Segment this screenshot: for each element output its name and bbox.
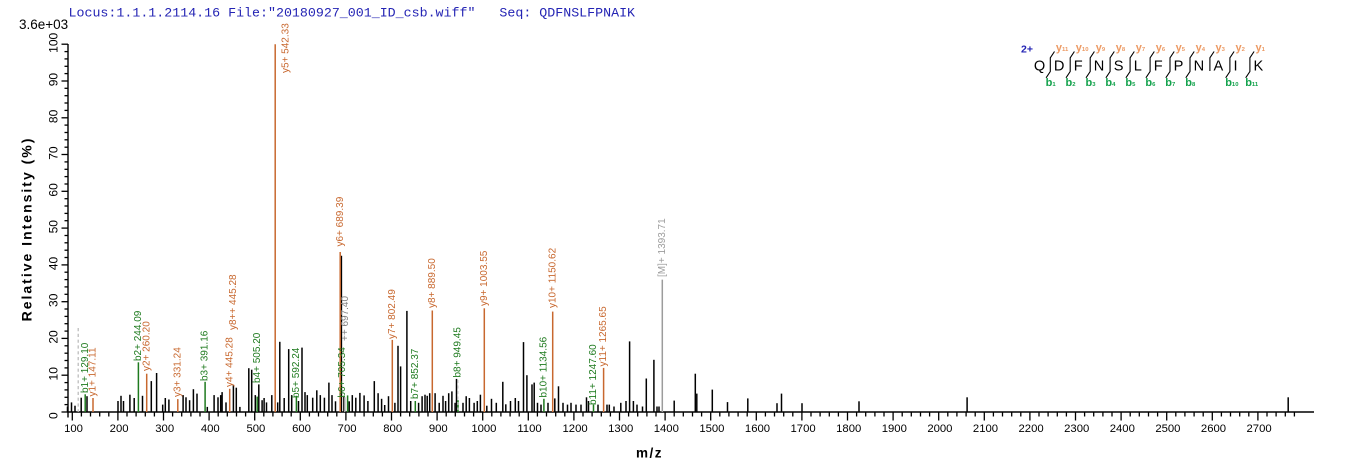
svg-text:++ 697.40: ++ 697.40	[340, 296, 351, 341]
svg-text:900: 900	[429, 423, 448, 435]
svg-text:m/z: m/z	[636, 446, 663, 461]
svg-text:y7: y7	[1136, 42, 1146, 54]
svg-text:b4: b4	[1105, 77, 1116, 89]
svg-text:2100: 2100	[973, 423, 998, 435]
svg-text:2600: 2600	[1201, 423, 1226, 435]
svg-text:L: L	[1134, 59, 1142, 75]
svg-text:Q: Q	[1034, 59, 1045, 75]
svg-text:2500: 2500	[1155, 423, 1180, 435]
svg-text:60: 60	[47, 183, 61, 197]
svg-text:b6+ 705.34: b6+ 705.34	[337, 347, 348, 398]
svg-text:y4+ 445.28: y4+ 445.28	[224, 337, 235, 387]
svg-text:b2+ 244.09: b2+ 244.09	[133, 310, 144, 361]
svg-text:y5: y5	[1176, 42, 1186, 54]
svg-text:y10+ 1150.62: y10+ 1150.62	[547, 247, 558, 308]
svg-text:b4+ 505.20: b4+ 505.20	[252, 332, 263, 383]
svg-text:F: F	[1154, 59, 1163, 75]
svg-text:50: 50	[47, 220, 61, 234]
svg-text:1300: 1300	[608, 423, 633, 435]
svg-text:300: 300	[155, 423, 174, 435]
svg-text:70: 70	[47, 146, 61, 160]
svg-text:b6: b6	[1145, 77, 1156, 89]
svg-text:y1: y1	[1256, 42, 1266, 54]
svg-text:y4: y4	[1196, 42, 1206, 54]
svg-text:2400: 2400	[1110, 423, 1135, 435]
svg-text:y6: y6	[1156, 42, 1166, 54]
svg-text:1200: 1200	[563, 423, 588, 435]
svg-text:b5+ 592.24: b5+ 592.24	[291, 347, 302, 398]
svg-text:y5+ 542.33: y5+ 542.33	[281, 23, 292, 73]
svg-text:1700: 1700	[791, 423, 816, 435]
svg-text:80: 80	[47, 109, 61, 123]
svg-text:100: 100	[47, 32, 61, 52]
svg-text:b1: b1	[1046, 77, 1057, 89]
svg-text:2+: 2+	[1021, 44, 1033, 56]
svg-text:3.6e+03: 3.6e+03	[19, 17, 68, 32]
svg-text:b7+ 852.37: b7+ 852.37	[410, 348, 421, 399]
svg-text:y2: y2	[1236, 42, 1246, 54]
svg-text:100: 100	[64, 423, 83, 435]
svg-text:Relative Intensity (%): Relative Intensity (%)	[19, 137, 35, 322]
svg-text:b5: b5	[1125, 77, 1136, 89]
svg-text:b7: b7	[1165, 77, 1176, 89]
svg-text:2000: 2000	[927, 423, 952, 435]
svg-text:y9+ 1003.55: y9+ 1003.55	[479, 250, 490, 306]
svg-text:1100: 1100	[517, 423, 541, 435]
svg-text:20: 20	[47, 330, 61, 344]
svg-text:b11+ 1247.60: b11+ 1247.60	[588, 344, 599, 405]
svg-text:1000: 1000	[471, 423, 496, 435]
svg-text:800: 800	[383, 423, 402, 435]
svg-text:y9: y9	[1096, 42, 1106, 54]
svg-text:y11+ 1265.65: y11+ 1265.65	[598, 306, 609, 367]
svg-text:y6+ 689.39: y6+ 689.39	[335, 196, 346, 246]
svg-text:90: 90	[47, 73, 61, 87]
svg-text:S: S	[1114, 59, 1124, 75]
svg-text:F: F	[1074, 59, 1083, 75]
svg-text:b8+ 949.45: b8+ 949.45	[453, 327, 464, 378]
svg-text:30: 30	[47, 293, 61, 307]
svg-text:A: A	[1214, 59, 1224, 75]
svg-text:2200: 2200	[1019, 423, 1044, 435]
svg-text:40: 40	[47, 257, 61, 271]
svg-text:[M]+ 1393.71: [M]+ 1393.71	[657, 218, 668, 277]
svg-text:1400: 1400	[654, 423, 679, 435]
svg-text:600: 600	[292, 423, 311, 435]
svg-text:400: 400	[201, 423, 220, 435]
svg-text:1600: 1600	[745, 423, 770, 435]
svg-text:I: I	[1234, 59, 1238, 75]
svg-text:1800: 1800	[836, 423, 861, 435]
svg-text:b3+ 391.16: b3+ 391.16	[200, 330, 211, 381]
svg-text:y2+ 260.20: y2+ 260.20	[141, 321, 152, 371]
svg-text:b1+ 129.10: b1+ 129.10	[80, 342, 91, 393]
svg-text:N: N	[1194, 59, 1205, 75]
svg-text:2700: 2700	[1247, 423, 1272, 435]
svg-text:y1+ 147.11: y1+ 147.11	[88, 347, 99, 396]
svg-text:2300: 2300	[1064, 423, 1089, 435]
svg-text:D: D	[1054, 59, 1065, 75]
svg-text:y8+ 889.50: y8+ 889.50	[427, 258, 438, 308]
svg-text:b2: b2	[1066, 77, 1077, 89]
svg-text:P: P	[1174, 59, 1184, 75]
svg-text:y8++ 445.28: y8++ 445.28	[228, 274, 239, 330]
svg-text:0: 0	[47, 412, 61, 419]
svg-text:y3+ 331.24: y3+ 331.24	[172, 347, 183, 397]
svg-text:b8: b8	[1185, 77, 1196, 89]
svg-text:y7+ 802.49: y7+ 802.49	[387, 289, 398, 339]
svg-text:y8: y8	[1116, 42, 1126, 54]
svg-text:1900: 1900	[882, 423, 907, 435]
svg-text:1500: 1500	[699, 423, 724, 435]
svg-text:700: 700	[338, 423, 357, 435]
svg-text:b3: b3	[1086, 77, 1097, 89]
svg-text:500: 500	[246, 423, 265, 435]
svg-text:b10+ 1134.56: b10+ 1134.56	[539, 336, 550, 397]
svg-text:Locus:1.1.1.2114.16 File:"2018: Locus:1.1.1.2114.16 File:"20180927_001_I…	[69, 6, 636, 21]
svg-text:200: 200	[110, 423, 129, 435]
svg-text:10: 10	[47, 367, 61, 381]
svg-text:y3: y3	[1216, 42, 1226, 54]
svg-text:K: K	[1254, 59, 1264, 75]
svg-text:N: N	[1094, 59, 1105, 75]
